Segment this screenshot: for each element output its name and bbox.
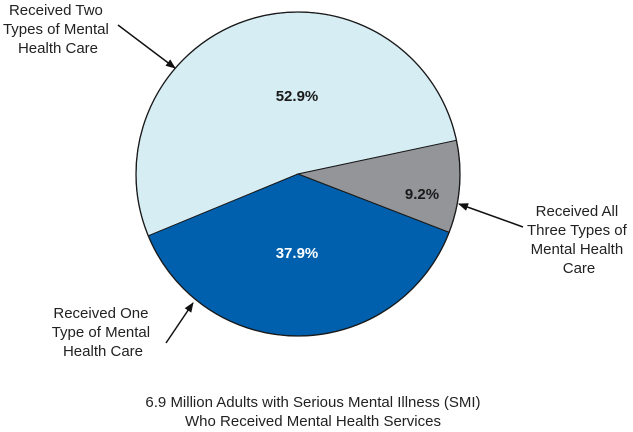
percent-labels: 52.9% 9.2% 37.9%	[276, 88, 439, 262]
callout-text-all-three-types: Received All Three Types of Mental Healt…	[527, 203, 631, 277]
callout-two-types: Received Two Types of Mental Health Care	[3, 2, 176, 69]
callout-line: Three Types of	[527, 222, 628, 239]
callout-line: Types of Mental	[3, 21, 109, 38]
callout-line: Received One	[53, 305, 148, 322]
callout-arrow-all-three-types	[458, 203, 524, 228]
callout-line: Care	[563, 260, 596, 277]
callout-text-two-types: Received Two Types of Mental Health Care	[3, 2, 113, 57]
percent-label-one-type: 37.9%	[276, 245, 319, 262]
callout-line: Mental Health	[531, 241, 624, 258]
caption-line-1: 6.9 Million Adults with Serious Mental I…	[145, 394, 480, 411]
callout-line: Received All	[536, 203, 619, 220]
callout-text-one-type: Received One Type of Mental Health Care	[52, 305, 155, 360]
pie-outline	[135, 11, 461, 337]
percent-label-all-three-types: 9.2%	[405, 186, 439, 203]
callout-all-three-types: Received All Three Types of Mental Healt…	[458, 203, 631, 277]
percent-label-two-types: 52.9%	[276, 88, 319, 105]
pie-border	[135, 11, 461, 337]
caption-line-2: Who Received Mental Health Services	[185, 413, 441, 430]
pie-slices	[135, 11, 461, 337]
callout-line: Received Two	[9, 2, 103, 19]
chart-caption: 6.9 Million Adults with Serious Mental I…	[145, 394, 480, 430]
callout-line: Type of Mental	[52, 324, 150, 341]
callout-arrow-one-type	[165, 302, 194, 344]
callout-line: Health Care	[18, 40, 98, 57]
callout-line: Health Care	[63, 343, 143, 360]
callout-one-type: Received One Type of Mental Health Care	[52, 302, 194, 360]
callout-arrow-two-types	[117, 24, 176, 69]
